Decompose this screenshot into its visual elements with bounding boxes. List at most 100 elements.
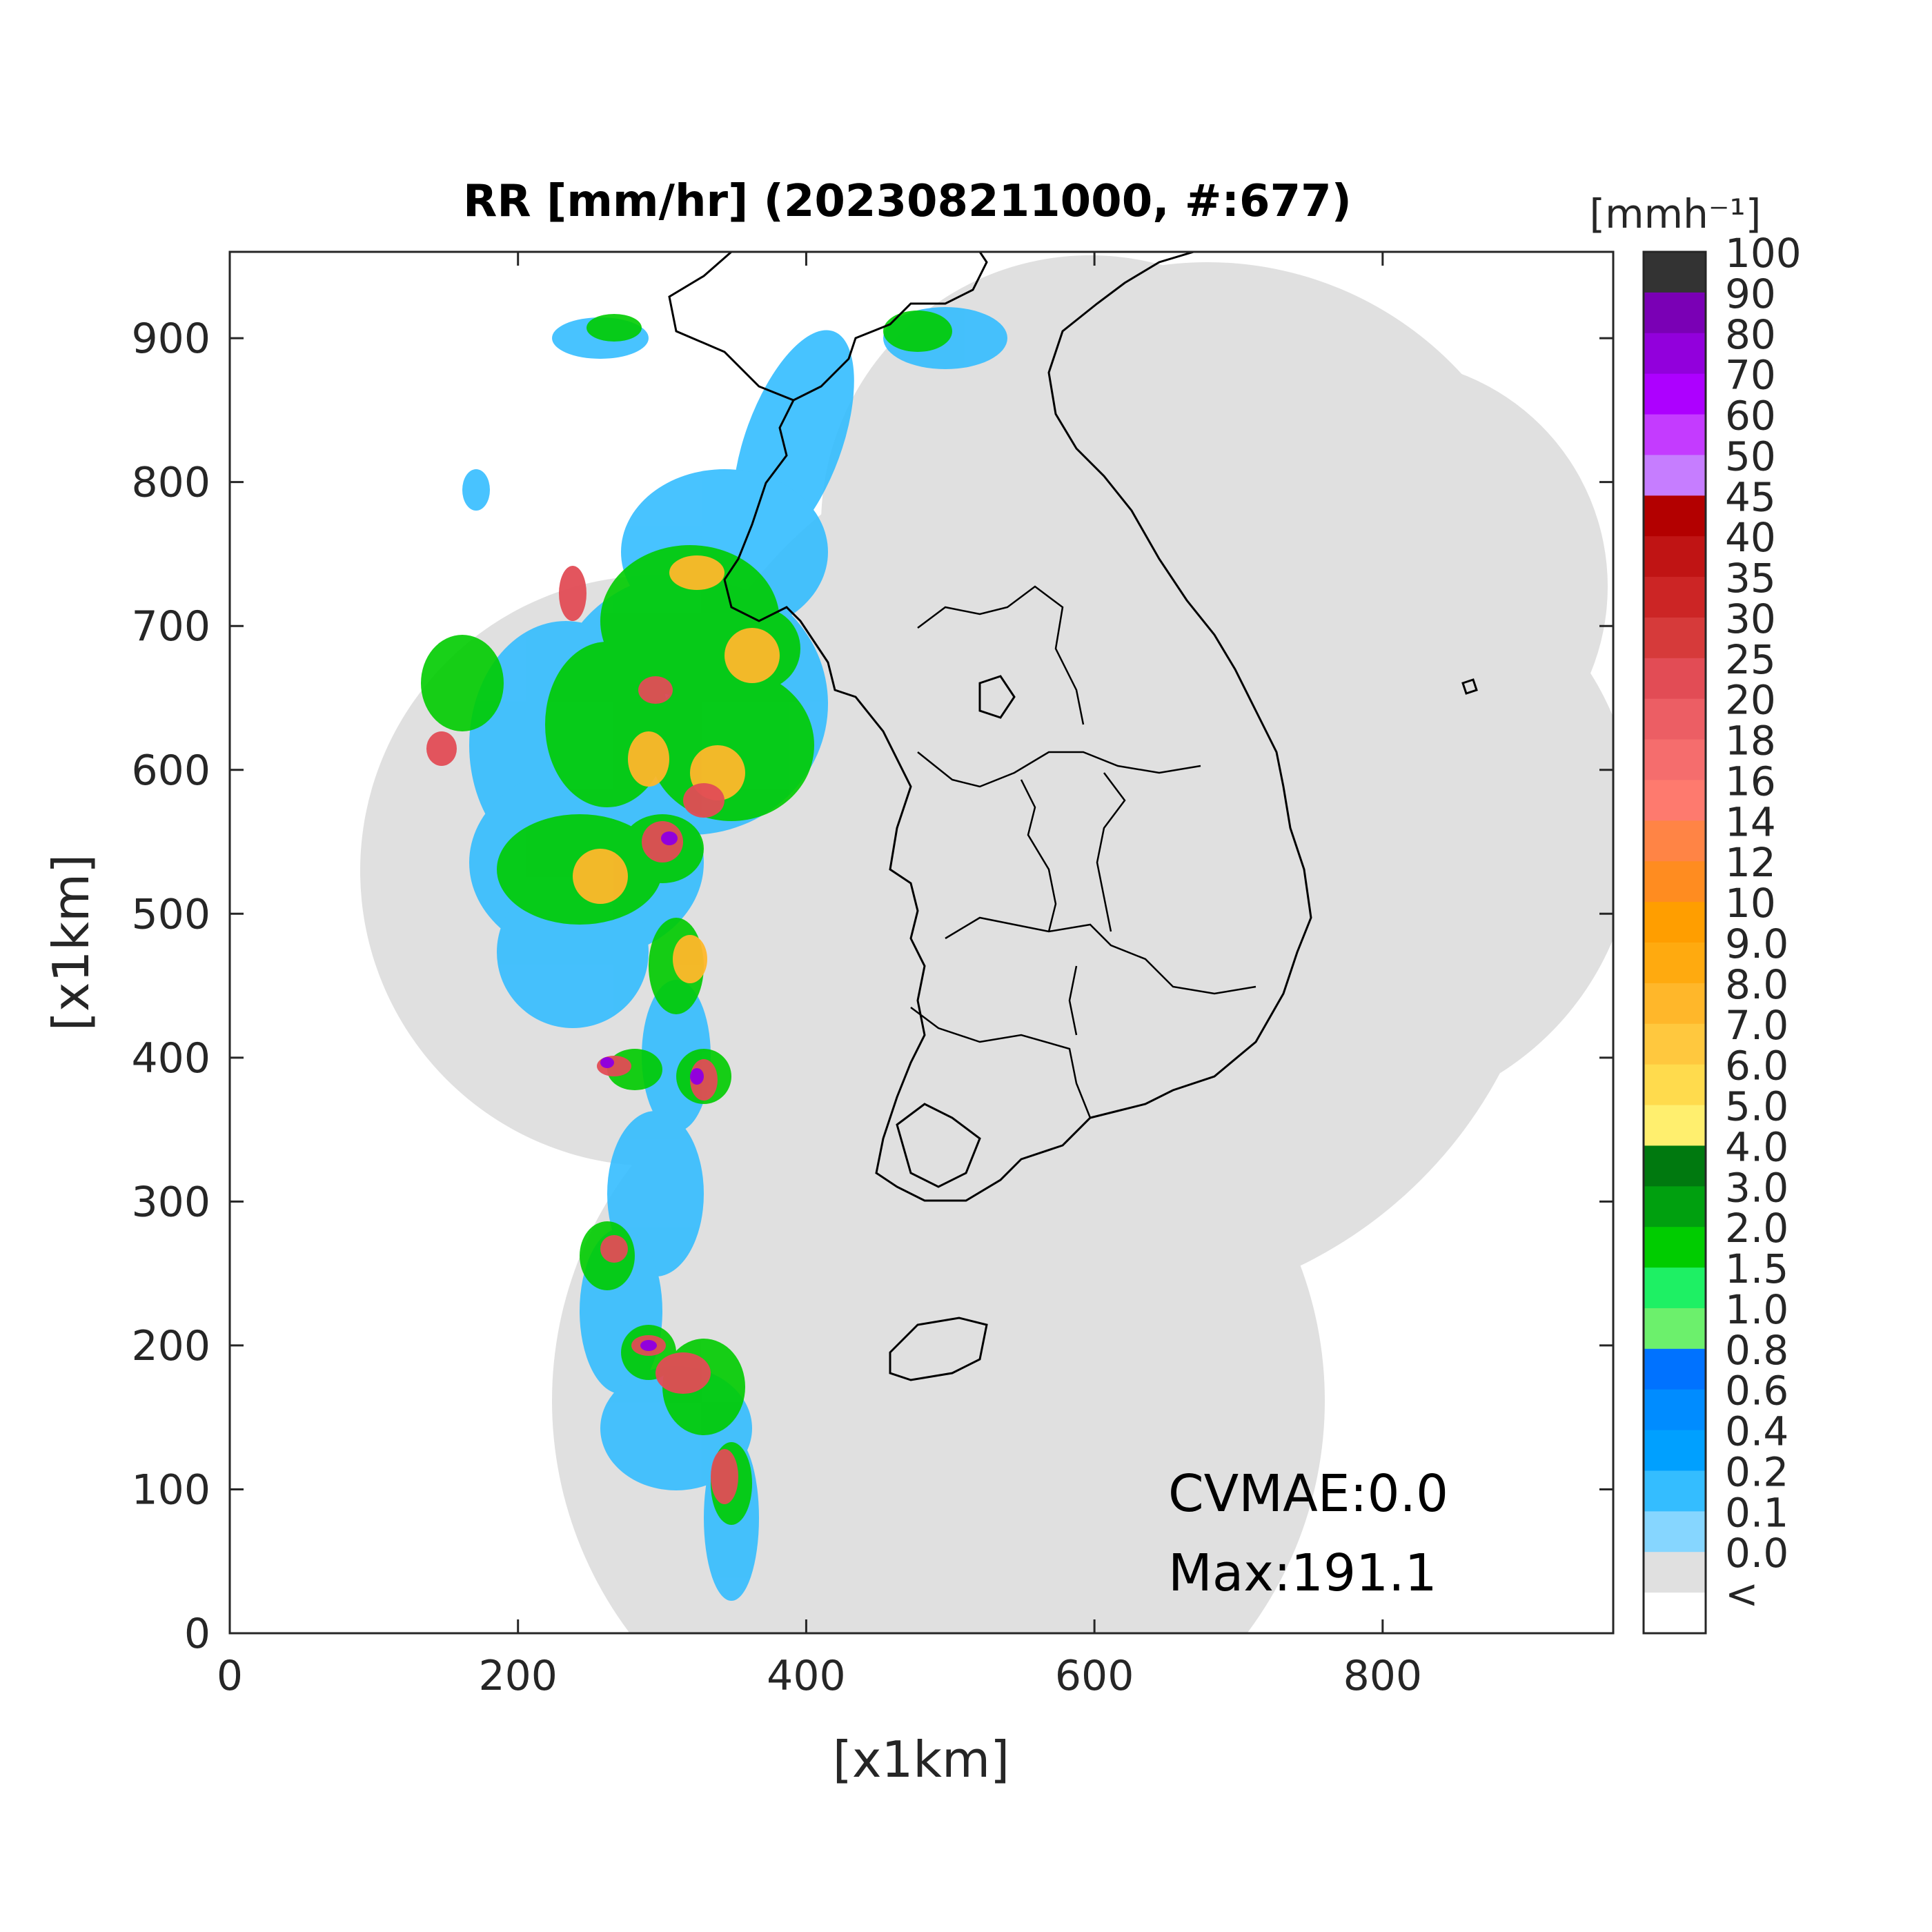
y-tick-label: 600 bbox=[131, 747, 210, 795]
x-tick-label: 0 bbox=[217, 1652, 243, 1700]
y-tick-label: 400 bbox=[131, 1034, 210, 1083]
colorbar-label: 0.2 bbox=[1725, 1448, 1788, 1495]
colorbar-label: 7.0 bbox=[1725, 1002, 1788, 1049]
colorbar-label: 1.5 bbox=[1725, 1245, 1788, 1292]
chart-title: RR [mm/hr] (202308211000, #:677) bbox=[463, 176, 1352, 227]
colorbar-label: 40 bbox=[1725, 514, 1776, 561]
colorbar-label: 10 bbox=[1725, 880, 1776, 927]
x-axis: 0 200 400 600 800 bbox=[217, 252, 1422, 1700]
colorbar-label: 100 bbox=[1725, 230, 1802, 277]
colorbar-label: < bbox=[1725, 1570, 1759, 1617]
colorbar-label: 1.0 bbox=[1725, 1286, 1788, 1333]
colorbar-label: 80 bbox=[1725, 311, 1776, 358]
colorbar-swatch bbox=[1644, 617, 1706, 659]
y-tick-label: 500 bbox=[131, 890, 210, 938]
colorbar-swatch bbox=[1644, 577, 1706, 618]
y-axis-label: [x1km] bbox=[42, 854, 100, 1031]
colorbar-swatch bbox=[1644, 1023, 1706, 1065]
x-tick-label: 400 bbox=[767, 1652, 846, 1700]
colorbar-label: 0.0 bbox=[1725, 1530, 1788, 1577]
colorbar-swatch bbox=[1644, 495, 1706, 537]
colorbar-swatch bbox=[1644, 1145, 1706, 1187]
colorbar-label: 45 bbox=[1725, 473, 1776, 520]
colorbar-label: 8.0 bbox=[1725, 961, 1788, 1008]
colorbar-swatch bbox=[1644, 1511, 1706, 1552]
colorbar-label: 20 bbox=[1725, 677, 1776, 724]
axes-box bbox=[228, 250, 1615, 1635]
y-axis: 0 100 200 300 400 500 600 700 800 900 bbox=[131, 315, 1613, 1658]
colorbar-label: 18 bbox=[1725, 718, 1776, 765]
colorbar-label: 0.1 bbox=[1725, 1489, 1788, 1536]
y-tick-label: 800 bbox=[131, 459, 210, 507]
colorbar-label: 35 bbox=[1725, 555, 1776, 602]
colorbar-label: 25 bbox=[1725, 636, 1776, 683]
colorbar-swatch bbox=[1644, 739, 1706, 781]
colorbar-swatch bbox=[1644, 333, 1706, 375]
colorbar-label: 5.0 bbox=[1725, 1083, 1788, 1130]
colorbar-swatch bbox=[1644, 902, 1706, 943]
colorbar-label: 70 bbox=[1725, 352, 1776, 399]
x-tick-label: 600 bbox=[1055, 1652, 1134, 1700]
plot-area bbox=[230, 252, 1613, 1633]
y-tick-label: 100 bbox=[131, 1466, 210, 1514]
precipitation-echoes bbox=[421, 307, 1007, 1601]
colorbar-swatch bbox=[1644, 1593, 1706, 1634]
colorbar-swatch bbox=[1644, 1348, 1706, 1390]
y-tick-label: 300 bbox=[131, 1178, 210, 1226]
colorbar-swatch bbox=[1644, 658, 1706, 700]
colorbar-swatch bbox=[1644, 861, 1706, 903]
colorbar-label: 0.8 bbox=[1725, 1327, 1788, 1374]
colorbar-swatch bbox=[1644, 1227, 1706, 1268]
colorbar-swatch bbox=[1644, 698, 1706, 740]
colorbar-label: 30 bbox=[1725, 595, 1776, 642]
radar-coverage bbox=[360, 255, 1613, 1633]
colorbar-swatch bbox=[1644, 536, 1706, 578]
colorbar-swatch bbox=[1644, 1389, 1706, 1431]
x-tick-label: 800 bbox=[1343, 1652, 1423, 1700]
colorbar-label: 2.0 bbox=[1725, 1205, 1788, 1252]
cvmae-annotation: CVMAE:0.0 bbox=[1168, 1464, 1448, 1524]
colorbar-swatch bbox=[1644, 292, 1706, 334]
colorbar-swatch bbox=[1644, 455, 1706, 496]
colorbar-swatch bbox=[1644, 1470, 1706, 1512]
colorbar-swatch bbox=[1644, 1268, 1706, 1309]
colorbar-swatch bbox=[1644, 252, 1706, 293]
y-tick-label: 700 bbox=[131, 602, 210, 651]
colorbar-swatch bbox=[1644, 943, 1706, 984]
colorbar-label: 0.6 bbox=[1725, 1368, 1788, 1414]
colorbar-swatch bbox=[1644, 1064, 1706, 1106]
x-axis-label: [x1km] bbox=[833, 1731, 1009, 1788]
colorbar-label: 14 bbox=[1725, 798, 1776, 845]
provincial-borders bbox=[910, 585, 1256, 1118]
colorbar-frame bbox=[1642, 250, 1707, 1635]
colorbar-unit-label: [mmh⁻¹] bbox=[1590, 190, 1762, 237]
y-tick-label: 0 bbox=[184, 1610, 210, 1658]
max-annotation: Max:191.1 bbox=[1168, 1544, 1437, 1603]
colorbar-swatch bbox=[1644, 820, 1706, 862]
colorbar-label: 6.0 bbox=[1725, 1043, 1788, 1090]
y-tick-label: 900 bbox=[131, 315, 210, 363]
colorbar-label: 0.4 bbox=[1725, 1408, 1788, 1455]
colorbar-swatch bbox=[1644, 983, 1706, 1025]
x-tick-label: 200 bbox=[478, 1652, 558, 1700]
colorbar-swatch bbox=[1644, 1186, 1706, 1228]
colorbar-swatch bbox=[1644, 1308, 1706, 1350]
colorbar-swatch bbox=[1644, 373, 1706, 415]
colorbar-label: 9.0 bbox=[1725, 920, 1788, 967]
colorbar-swatch bbox=[1644, 1430, 1706, 1472]
y-tick-label: 200 bbox=[131, 1322, 210, 1370]
colorbar-label: 50 bbox=[1725, 433, 1776, 480]
colorbar-swatch bbox=[1644, 780, 1706, 821]
colorbar-swatch bbox=[1644, 1105, 1706, 1147]
colorbar-label: 12 bbox=[1725, 839, 1776, 886]
colorbar-label: 3.0 bbox=[1725, 1164, 1788, 1211]
colorbar: 100908070605045403530252018161412109.08.… bbox=[1642, 230, 1802, 1635]
colorbar-swatch bbox=[1644, 1552, 1706, 1593]
coastlines bbox=[668, 252, 1478, 1381]
colorbar-label: 16 bbox=[1725, 758, 1776, 805]
colorbar-label: 4.0 bbox=[1725, 1123, 1788, 1170]
colorbar-label: 60 bbox=[1725, 393, 1776, 440]
colorbar-swatch bbox=[1644, 414, 1706, 456]
colorbar-label: 90 bbox=[1725, 270, 1776, 317]
